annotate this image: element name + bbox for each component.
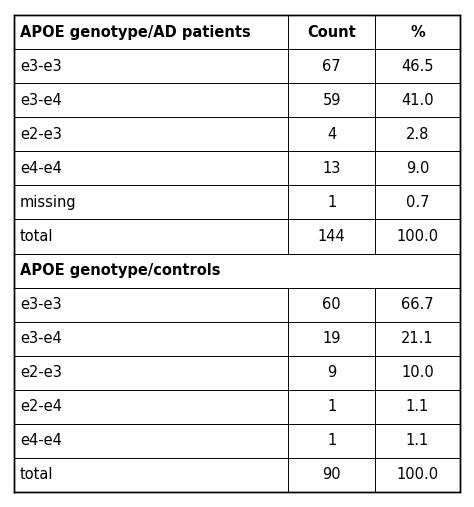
Text: Count: Count [307, 25, 356, 40]
Text: 66.7: 66.7 [401, 297, 434, 312]
Text: 0.7: 0.7 [406, 195, 429, 210]
Text: 60: 60 [322, 297, 341, 312]
Text: total: total [20, 467, 54, 482]
Text: e3-e3: e3-e3 [20, 59, 62, 74]
Text: 1: 1 [327, 399, 337, 414]
Text: 21.1: 21.1 [401, 331, 434, 346]
Text: 19: 19 [322, 331, 341, 346]
Text: e3-e4: e3-e4 [20, 331, 62, 346]
Text: 10.0: 10.0 [401, 365, 434, 380]
Text: APOE genotype/AD patients: APOE genotype/AD patients [20, 25, 251, 40]
Text: 9.0: 9.0 [406, 161, 429, 176]
Text: 13: 13 [322, 161, 341, 176]
Text: e4-e4: e4-e4 [20, 433, 62, 448]
Text: 4: 4 [327, 127, 337, 142]
Text: 9: 9 [327, 365, 337, 380]
Text: e4-e4: e4-e4 [20, 161, 62, 176]
Text: 144: 144 [318, 229, 346, 244]
Text: e2-e3: e2-e3 [20, 127, 62, 142]
Text: 2.8: 2.8 [406, 127, 429, 142]
Text: 1: 1 [327, 195, 337, 210]
Text: total: total [20, 229, 54, 244]
Text: e3-e3: e3-e3 [20, 297, 62, 312]
Text: 59: 59 [322, 93, 341, 108]
Text: e2-e4: e2-e4 [20, 399, 62, 414]
Text: 1: 1 [327, 433, 337, 448]
Text: APOE genotype/controls: APOE genotype/controls [20, 263, 220, 278]
Text: 46.5: 46.5 [401, 59, 434, 74]
Text: missing: missing [20, 195, 76, 210]
Text: 90: 90 [322, 467, 341, 482]
Text: e3-e4: e3-e4 [20, 93, 62, 108]
Text: 41.0: 41.0 [401, 93, 434, 108]
Text: 1.1: 1.1 [406, 433, 429, 448]
Text: %: % [410, 25, 425, 40]
Text: 100.0: 100.0 [396, 229, 438, 244]
Text: 100.0: 100.0 [396, 467, 438, 482]
Text: 1.1: 1.1 [406, 399, 429, 414]
Text: 67: 67 [322, 59, 341, 74]
Text: e2-e3: e2-e3 [20, 365, 62, 380]
